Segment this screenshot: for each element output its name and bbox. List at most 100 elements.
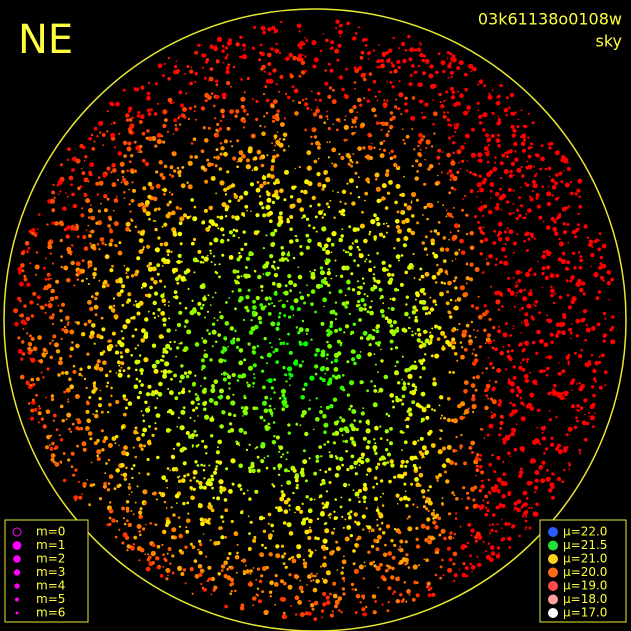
star <box>246 309 250 313</box>
star <box>256 468 261 473</box>
star <box>172 513 176 517</box>
star <box>230 85 232 88</box>
star <box>463 72 468 77</box>
star <box>446 111 450 114</box>
star <box>132 464 136 467</box>
star <box>468 63 474 69</box>
star <box>222 520 225 523</box>
star <box>122 324 128 330</box>
star <box>385 524 391 529</box>
star <box>191 592 194 595</box>
star <box>229 592 232 596</box>
brightness-legend-box <box>539 519 627 623</box>
star <box>239 488 243 491</box>
star <box>115 101 120 107</box>
star <box>428 73 434 79</box>
star <box>96 193 100 196</box>
star <box>164 558 168 563</box>
star <box>376 222 381 227</box>
star <box>484 387 489 392</box>
star <box>346 393 351 397</box>
star <box>147 441 152 446</box>
star <box>177 479 182 484</box>
star <box>344 294 347 297</box>
star <box>543 452 546 455</box>
star <box>199 542 203 547</box>
star <box>428 500 433 506</box>
star <box>519 204 524 208</box>
star <box>560 158 565 163</box>
star <box>488 170 494 175</box>
star <box>329 199 332 202</box>
star <box>253 156 258 161</box>
star <box>123 154 127 158</box>
star <box>195 118 198 121</box>
star <box>563 448 568 453</box>
star <box>597 247 602 252</box>
star <box>342 440 345 443</box>
star <box>236 139 240 143</box>
star <box>266 197 272 203</box>
star <box>289 215 294 219</box>
star <box>300 590 304 594</box>
star <box>298 166 301 169</box>
star <box>325 249 331 255</box>
star <box>384 172 390 177</box>
star <box>88 503 91 507</box>
star <box>285 56 290 62</box>
star <box>52 413 57 418</box>
star <box>482 128 486 132</box>
star <box>92 272 97 277</box>
star <box>215 155 221 160</box>
star <box>167 369 172 374</box>
star <box>285 458 288 461</box>
star <box>421 445 427 451</box>
star <box>232 269 237 274</box>
star <box>126 275 130 279</box>
star <box>555 416 558 419</box>
star <box>211 384 215 388</box>
star <box>299 509 304 514</box>
star <box>269 297 272 300</box>
star <box>486 501 490 505</box>
star <box>523 373 529 379</box>
star <box>446 57 449 60</box>
star <box>531 235 534 239</box>
star <box>170 377 173 381</box>
star <box>314 98 317 102</box>
star <box>69 430 72 433</box>
star <box>332 441 336 445</box>
star <box>197 564 203 569</box>
star <box>349 423 355 428</box>
star <box>342 526 345 529</box>
star <box>339 274 344 278</box>
star <box>504 255 508 259</box>
star <box>414 298 417 301</box>
star <box>293 88 299 94</box>
star <box>468 343 471 346</box>
star <box>20 263 25 268</box>
star <box>391 400 395 403</box>
star <box>270 47 274 51</box>
star <box>181 478 186 483</box>
star <box>44 257 47 260</box>
star <box>315 108 320 114</box>
star <box>566 260 571 265</box>
star <box>513 305 516 308</box>
star <box>361 514 366 519</box>
star <box>533 511 539 517</box>
star <box>120 361 125 366</box>
star <box>295 473 299 478</box>
star <box>586 365 589 368</box>
star <box>481 312 487 317</box>
star <box>491 89 494 91</box>
star <box>346 279 351 285</box>
star <box>176 281 180 285</box>
star <box>341 559 347 565</box>
star <box>209 358 213 362</box>
star <box>159 160 162 164</box>
star <box>227 345 229 348</box>
star <box>438 93 442 96</box>
star <box>266 362 268 365</box>
